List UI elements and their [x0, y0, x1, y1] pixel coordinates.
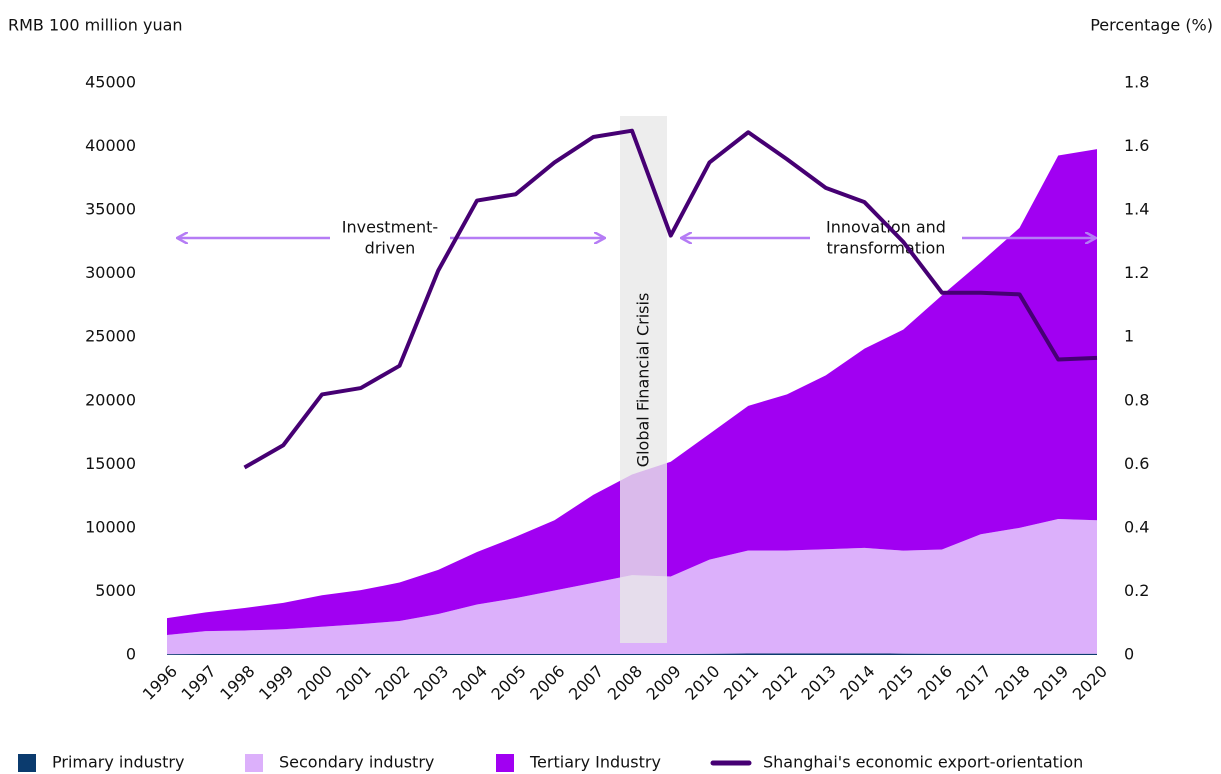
- x-tick-label: 2016: [914, 662, 956, 704]
- y2-tick-label: 0.2: [1124, 581, 1149, 600]
- y-tick-label: 10000: [85, 517, 136, 536]
- y-tick-label: 0: [126, 645, 136, 664]
- x-tick-label: 2004: [449, 662, 491, 704]
- x-tick-label: 2002: [371, 662, 413, 704]
- y-tick-label: 45000: [85, 73, 136, 92]
- x-tick-label: 2003: [410, 662, 452, 704]
- y-tick-label: 30000: [85, 263, 136, 282]
- x-tick-label: 2008: [604, 662, 646, 704]
- y-tick-label: 25000: [85, 327, 136, 346]
- y-tick-label: 5000: [95, 581, 136, 600]
- annotation: Investment-: [342, 218, 438, 237]
- x-tick-label: 1999: [255, 662, 297, 704]
- legend-swatch: [496, 754, 514, 772]
- y2-tick-label: 1.6: [1124, 136, 1149, 155]
- x-tick-label: 2015: [875, 662, 917, 704]
- crisis-label: Global Financial Crisis: [634, 293, 653, 468]
- y2-tick-label: 0.8: [1124, 390, 1149, 409]
- x-tick-label: 2020: [1069, 662, 1111, 704]
- x-tick-label: 2014: [836, 662, 878, 704]
- x-tick-label: 1996: [139, 662, 181, 704]
- y-tick-label: 35000: [85, 200, 136, 219]
- legend-label: Primary industry: [52, 753, 184, 772]
- y2-tick-label: 0.6: [1124, 454, 1149, 473]
- annotation: transformation: [827, 239, 946, 258]
- x-tick-label: 2013: [798, 662, 840, 704]
- label-bg: [330, 214, 450, 262]
- x-tick-label: 1998: [216, 662, 258, 704]
- y2-tick-label: 0.4: [1124, 517, 1149, 536]
- legend-label: Tertiary Industry: [529, 753, 661, 772]
- y2-tick-label: 1: [1124, 327, 1134, 346]
- x-tick-label: 2019: [1030, 662, 1072, 704]
- annotation: driven: [365, 239, 416, 258]
- line: [243, 128, 1098, 470]
- y2-tick-label: 1.8: [1124, 73, 1149, 92]
- legend-swatch: [245, 754, 263, 772]
- x-tick-label: 2005: [488, 662, 530, 704]
- lines: [243, 128, 1098, 470]
- area: [167, 653, 1097, 655]
- x-tick-label: 2011: [720, 662, 762, 704]
- legend-label: Shanghai's economic export-orientation: [763, 753, 1083, 772]
- y2-tick-label: 1.2: [1124, 263, 1149, 282]
- y-tick-label: 20000: [85, 390, 136, 409]
- x-tick-label: 2000: [294, 662, 336, 704]
- x-tick-label: 2018: [991, 662, 1033, 704]
- x-tick-label: 2006: [526, 662, 568, 704]
- x-tick-label: 2017: [953, 662, 995, 704]
- y2-tick-label: 1.4: [1124, 200, 1149, 219]
- x-tick-label: 2012: [759, 662, 801, 704]
- x-tick-label: 2001: [333, 662, 375, 704]
- y-tick-label: 40000: [85, 136, 136, 155]
- area: [167, 149, 1097, 636]
- y2-axis-label: Percentage (%): [1090, 16, 1213, 35]
- x-tick-label: 2009: [643, 662, 685, 704]
- x-tick-label: 1997: [178, 662, 220, 704]
- legend-label: Secondary industry: [279, 753, 434, 772]
- y-tick-label: 15000: [85, 454, 136, 473]
- y2-tick-label: 0: [1124, 645, 1134, 664]
- x-tick-label: 2010: [681, 662, 723, 704]
- legend-swatch: [18, 754, 36, 772]
- y-axis-label: RMB 100 million yuan: [8, 16, 183, 35]
- x-tick-label: 2007: [565, 662, 607, 704]
